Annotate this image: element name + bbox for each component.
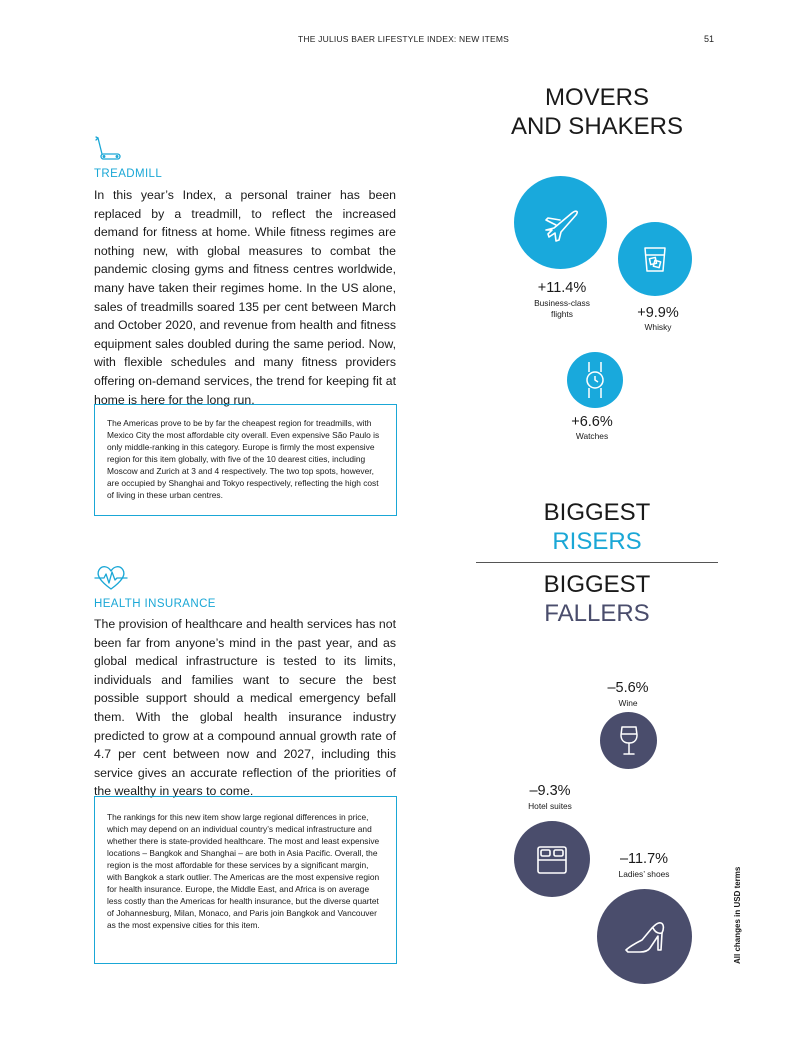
biggest-risers-heading: BIGGEST RISERS [476, 498, 718, 556]
wine-glass-icon [619, 725, 638, 755]
page-number: 51 [704, 34, 715, 44]
faller-wine-value: –5.6% [607, 680, 649, 696]
running-header: THE JULIUS BAER LIFESTYLE INDEX: NEW ITE… [298, 34, 510, 44]
riser-whisky-label: Whisky [644, 322, 672, 332]
riser-flights-label-line2: flights [551, 309, 573, 319]
movers-heading-line2: AND SHAKERS [510, 113, 684, 140]
airplane-icon [544, 209, 578, 242]
riser-whisky-circle [618, 222, 692, 296]
faller-shoes-label: Ladies’ shoes [618, 869, 670, 879]
watch-icon [586, 362, 604, 398]
biggest-fallers-heading: BIGGEST FALLERS [476, 570, 718, 628]
treadmill-body: In this year’s Index, a personal trainer… [94, 188, 396, 407]
movers-heading: MOVERS AND SHAKERS [476, 83, 718, 141]
faller-wine-label: Wine [618, 698, 638, 708]
riser-flights-value: +11.4% [537, 280, 587, 296]
currency-footnote: All changes in USD terms [733, 866, 742, 964]
whisky-glass-icon [644, 247, 666, 272]
treadmill-title: TREADMILL [94, 168, 163, 180]
treadmill-icon [95, 136, 121, 160]
riser-whisky-value: +9.9% [637, 305, 679, 321]
high-heel-icon [624, 921, 664, 953]
riser-watches-label: Watches [575, 431, 609, 441]
riser-flights-label-line1: Business-class [534, 298, 590, 308]
health-insurance-title: HEALTH INSURANCE [94, 598, 216, 610]
treadmill-info-box: The Americas prove to be by far the chea… [94, 404, 397, 516]
faller-shoes-value: –11.7% [619, 851, 669, 867]
heartbeat-icon [94, 566, 128, 590]
treadmill-info-text: The Americas prove to be by far the chea… [107, 418, 380, 500]
riser-flights-circle [514, 176, 607, 269]
risers-heading-line2: RISERS [552, 528, 642, 555]
faller-hotel-circle [514, 821, 590, 897]
riser-flights-label: Business-class flights [512, 298, 612, 320]
health-insurance-info-text: The rankings for this new item show larg… [107, 812, 380, 930]
faller-hotel-value: –9.3% [529, 783, 571, 799]
health-insurance-info-box: The rankings for this new item show larg… [94, 796, 397, 964]
riser-watches-circle [567, 352, 623, 408]
faller-wine-circle [600, 712, 657, 769]
faller-shoes-circle [597, 889, 692, 984]
health-insurance-body: The provision of healthcare and health s… [94, 617, 396, 799]
fallers-heading-line1: BIGGEST [543, 571, 651, 598]
movers-heading-line1: MOVERS [544, 84, 649, 111]
risers-heading-line1: BIGGEST [543, 499, 651, 526]
faller-hotel-label: Hotel suites [528, 801, 572, 811]
riser-watches-value: +6.6% [571, 414, 613, 430]
bed-icon [537, 846, 567, 874]
risers-fallers-divider [476, 562, 718, 563]
fallers-heading-line2: FALLERS [544, 600, 650, 627]
